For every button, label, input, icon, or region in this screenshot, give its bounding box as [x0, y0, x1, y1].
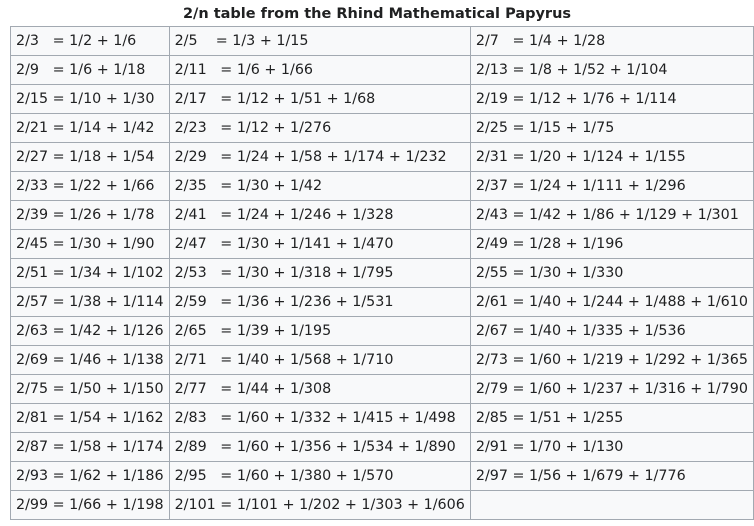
table-cell: 2/65 = 1/39 + 1/195	[168, 316, 471, 346]
table-row: 2/75 = 1/50 + 1/150 2/77 = 1/44 + 1/308 2/…	[10, 374, 754, 404]
table-cell: 2/87 = 1/58 + 1/174	[10, 432, 170, 462]
table-cell: 2/15 = 1/10 + 1/30	[10, 84, 170, 114]
table-row: 2/33 = 1/22 + 1/66 2/35 = 1/30 + 1/42 2/37…	[10, 171, 754, 201]
table-row: 2/63 = 1/42 + 1/126 2/65 = 1/39 + 1/195 2/…	[10, 316, 754, 346]
table-cell: 2/41 = 1/24 + 1/246 + 1/328	[168, 200, 471, 230]
table-cell: 2/101 = 1/101 + 1/202 + 1/303 + 1/606	[168, 490, 471, 520]
table-cell: 2/25 = 1/15 + 1/75	[469, 113, 754, 143]
table-cell: 2/73 = 1/60 + 1/219 + 1/292 + 1/365	[469, 345, 754, 375]
table-row: 2/51 = 1/34 + 1/102 2/53 = 1/30 + 1/318 +…	[10, 258, 754, 288]
table-row: 2/9 = 1/6 + 1/18 2/11 = 1/6 + 1/66 2/13 = …	[10, 55, 754, 85]
table-cell: 2/93 = 1/62 + 1/186	[10, 461, 170, 491]
table-row: 2/27 = 1/18 + 1/54 2/29 = 1/24 + 1/58 + 1…	[10, 142, 754, 172]
table-cell: 2/61 = 1/40 + 1/244 + 1/488 + 1/610	[469, 287, 754, 317]
table-cell: 2/99 = 1/66 + 1/198	[10, 490, 170, 520]
table-body: 2/3 = 1/2 + 1/6 2/5 = 1/3 + 1/15 2/7 = 1/4…	[10, 26, 754, 520]
table-cell: 2/19 = 1/12 + 1/76 + 1/114	[469, 84, 754, 114]
table-row: 2/21 = 1/14 + 1/42 2/23 = 1/12 + 1/276 2/2…	[10, 113, 754, 143]
table-row: 2/15 = 1/10 + 1/30 2/17 = 1/12 + 1/51 + 1…	[10, 84, 754, 114]
table-row: 2/57 = 1/38 + 1/114 2/59 = 1/36 + 1/236 +…	[10, 287, 754, 317]
table-cell: 2/63 = 1/42 + 1/126	[10, 316, 170, 346]
table-row: 2/45 = 1/30 + 1/90 2/47 = 1/30 + 1/141 + …	[10, 229, 754, 259]
table-cell: 2/49 = 1/28 + 1/196	[469, 229, 754, 259]
table-cell: 2/5 = 1/3 + 1/15	[168, 26, 471, 56]
table-cell: 2/37 = 1/24 + 1/111 + 1/296	[469, 171, 754, 201]
table-row: 2/3 = 1/2 + 1/6 2/5 = 1/3 + 1/15 2/7 = 1/4…	[10, 26, 754, 56]
table-cell: 2/13 = 1/8 + 1/52 + 1/104	[469, 55, 754, 85]
table-cell: 2/45 = 1/30 + 1/90	[10, 229, 170, 259]
table-row: 2/93 = 1/62 + 1/186 2/95 = 1/60 + 1/380 +…	[10, 461, 754, 491]
table-cell: 2/17 = 1/12 + 1/51 + 1/68	[168, 84, 471, 114]
table-cell: 2/47 = 1/30 + 1/141 + 1/470	[168, 229, 471, 259]
table-row: 2/99 = 1/66 + 1/198 2/101 = 1/101 + 1/202…	[10, 490, 754, 520]
table-cell	[469, 490, 754, 520]
table-row: 2/39 = 1/26 + 1/78 2/41 = 1/24 + 1/246 + …	[10, 200, 754, 230]
table-cell: 2/59 = 1/36 + 1/236 + 1/531	[168, 287, 471, 317]
table-caption: 2/n table from the Rhind Mathematical Pa…	[182, 6, 572, 22]
table-cell: 2/69 = 1/46 + 1/138	[10, 345, 170, 375]
table-row: 2/69 = 1/46 + 1/138 2/71 = 1/40 + 1/568 +…	[10, 345, 754, 375]
table-cell: 2/95 = 1/60 + 1/380 + 1/570	[168, 461, 471, 491]
table-cell: 2/79 = 1/60 + 1/237 + 1/316 + 1/790	[469, 374, 754, 404]
table-cell: 2/7 = 1/4 + 1/28	[469, 26, 754, 56]
table-cell: 2/35 = 1/30 + 1/42	[168, 171, 471, 201]
table-cell: 2/55 = 1/30 + 1/330	[469, 258, 754, 288]
egyptian-fraction-table: 2/3 = 1/2 + 1/6 2/5 = 1/3 + 1/15 2/7 = 1/4…	[10, 26, 754, 520]
table-cell: 2/57 = 1/38 + 1/114	[10, 287, 170, 317]
table-cell: 2/31 = 1/20 + 1/124 + 1/155	[469, 142, 754, 172]
table-row: 2/81 = 1/54 + 1/162 2/83 = 1/60 + 1/332 +…	[10, 403, 754, 433]
table-cell: 2/97 = 1/56 + 1/679 + 1/776	[469, 461, 754, 491]
table-cell: 2/81 = 1/54 + 1/162	[10, 403, 170, 433]
table-cell: 2/89 = 1/60 + 1/356 + 1/534 + 1/890	[168, 432, 471, 462]
table-cell: 2/29 = 1/24 + 1/58 + 1/174 + 1/232	[168, 142, 471, 172]
table-cell: 2/83 = 1/60 + 1/332 + 1/415 + 1/498	[168, 403, 471, 433]
table-cell: 2/51 = 1/34 + 1/102	[10, 258, 170, 288]
table-cell: 2/27 = 1/18 + 1/54	[10, 142, 170, 172]
table-cell: 2/23 = 1/12 + 1/276	[168, 113, 471, 143]
table-cell: 2/67 = 1/40 + 1/335 + 1/536	[469, 316, 754, 346]
table-cell: 2/21 = 1/14 + 1/42	[10, 113, 170, 143]
table-cell: 2/39 = 1/26 + 1/78	[10, 200, 170, 230]
table-cell: 2/43 = 1/42 + 1/86 + 1/129 + 1/301	[469, 200, 754, 230]
table-row: 2/87 = 1/58 + 1/174 2/89 = 1/60 + 1/356 +…	[10, 432, 754, 462]
table-cell: 2/53 = 1/30 + 1/318 + 1/795	[168, 258, 471, 288]
table-cell: 2/91 = 1/70 + 1/130	[469, 432, 754, 462]
table-cell: 2/9 = 1/6 + 1/18	[10, 55, 170, 85]
table-cell: 2/33 = 1/22 + 1/66	[10, 171, 170, 201]
table-cell: 2/77 = 1/44 + 1/308	[168, 374, 471, 404]
table-cell: 2/3 = 1/2 + 1/6	[10, 26, 170, 56]
table-cell: 2/11 = 1/6 + 1/66	[168, 55, 471, 85]
table-cell: 2/71 = 1/40 + 1/568 + 1/710	[168, 345, 471, 375]
table-cell: 2/85 = 1/51 + 1/255	[469, 403, 754, 433]
table-cell: 2/75 = 1/50 + 1/150	[10, 374, 170, 404]
